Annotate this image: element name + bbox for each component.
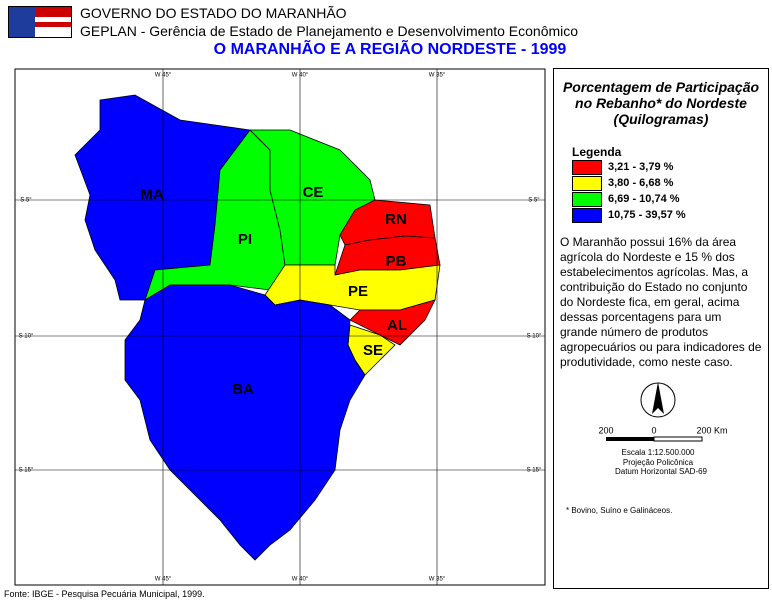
meridian-label: W 35° — [429, 577, 446, 583]
state-label: SE — [363, 342, 383, 359]
legend-swatch — [572, 191, 602, 207]
state-label: MA — [140, 186, 163, 203]
meridian-label: W 45° — [155, 577, 172, 583]
scale-bar — [606, 437, 654, 441]
legend-item: 3,80 - 6,68 % — [572, 175, 768, 191]
legend-swatch — [572, 159, 602, 175]
description: O Maranhão possui 16% da área agrícola d… — [560, 235, 762, 369]
legend-swatch — [572, 207, 602, 223]
scale-bar — [653, 436, 703, 442]
datum: Datum Horizontal SAD-69 — [614, 467, 708, 476]
compass-scale: 200 0 200 Km Escala 1:12.500.000 Projeçã… — [598, 382, 728, 467]
dept: GEPLAN - Gerência de Estado de Planejame… — [80, 23, 579, 39]
legend-label: 10,75 - 39,57 % — [608, 209, 686, 221]
state — [124, 284, 366, 561]
panel-title: Porcentagem de Participação no Rebanho* … — [562, 79, 760, 127]
parallel-label: S 15° — [527, 468, 542, 474]
legend-swatch — [572, 175, 602, 191]
parallel-label: S 15° — [19, 468, 34, 474]
map-title: O MARANHÃO E A REGIÃO NORDESTE - 1999 — [213, 41, 567, 58]
map-frame — [14, 68, 546, 586]
state-label: RN — [385, 211, 407, 228]
scale-label: 200 Km — [696, 425, 727, 435]
footnote: * Bovino, Suíno e Galináceos. — [566, 506, 673, 515]
state-label: CE — [303, 184, 324, 201]
state-label: AL — [387, 317, 407, 334]
graticule: W 45° W 45° W 40° W 40° W 35° W 35° S 5° S 5° S … — [15, 69, 545, 585]
legend-item: 3,21 - 3,79 % — [572, 159, 768, 175]
org: GOVERNO DO ESTADO DO MARANHÃO — [80, 5, 347, 21]
legend-title: Legenda — [572, 145, 622, 159]
legend-label: 6,69 - 10,74 % — [608, 193, 680, 205]
parallel-label: S 10° — [527, 334, 542, 340]
scale-label: 200 — [598, 425, 613, 435]
scale-label: 0 — [651, 425, 656, 435]
legend-item: 6,69 - 10,74 % — [572, 191, 768, 207]
state-label: PB — [386, 253, 407, 270]
projection: Projeção Policônica — [623, 458, 694, 467]
meridian-label: W 40° — [292, 577, 309, 583]
panel: Porcentagem de Participação no Rebanho* … — [553, 68, 769, 589]
state-label: PE — [348, 283, 368, 300]
legend: 3,21 - 3,79 % 3,80 - 6,68 % 6,69 - 10,74 %… — [572, 159, 768, 223]
parallel-label: S 5° — [528, 198, 540, 204]
legend-label: 3,21 - 3,79 % — [608, 161, 674, 173]
state-label: BA — [232, 381, 254, 398]
scale-text: Escala 1:12.500.000 — [622, 448, 695, 457]
source: Fonte: IBGE - Pesquisa Pecuária Municipa… — [4, 589, 205, 599]
state — [349, 299, 436, 346]
meridian-label: W 35° — [429, 73, 446, 79]
legend-item: 10,75 - 39,57 % — [572, 207, 768, 223]
logo — [8, 6, 72, 38]
parallel-label: S 5° — [20, 198, 32, 204]
parallel-label: S 10° — [19, 334, 34, 340]
compass-arrow — [652, 382, 664, 414]
meridian-label: W 45° — [155, 73, 172, 79]
map: W 45° W 45° W 40° W 40° W 35° W 35° S 5° S 5° S … — [14, 68, 546, 586]
state-label: PI — [238, 231, 252, 248]
legend-label: 3,80 - 6,68 % — [608, 177, 674, 189]
meridian-label: W 40° — [292, 73, 309, 79]
